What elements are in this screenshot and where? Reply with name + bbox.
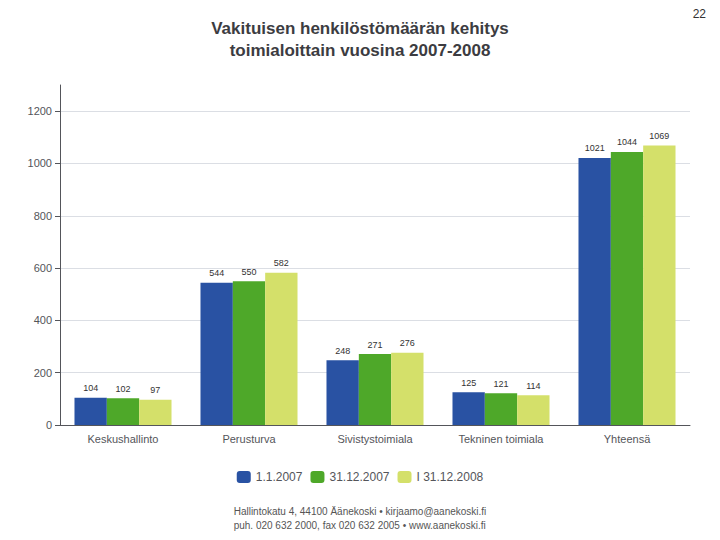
svg-text:582: 582 xyxy=(274,258,289,268)
svg-text:1069: 1069 xyxy=(649,131,669,141)
svg-text:800: 800 xyxy=(34,210,52,222)
svg-text:1021: 1021 xyxy=(585,143,605,153)
svg-text:97: 97 xyxy=(150,385,160,395)
svg-text:125: 125 xyxy=(461,378,476,388)
svg-text:Perusturva: Perusturva xyxy=(222,433,276,445)
svg-text:102: 102 xyxy=(115,384,130,394)
svg-text:400: 400 xyxy=(34,314,52,326)
svg-text:114: 114 xyxy=(526,381,540,391)
svg-text:toimialoittain vuosina 2007-20: toimialoittain vuosina 2007-2008 xyxy=(230,41,491,60)
svg-text:544: 544 xyxy=(209,268,224,278)
svg-text:1000: 1000 xyxy=(28,157,52,169)
svg-text:1200: 1200 xyxy=(28,105,52,117)
svg-text:276: 276 xyxy=(400,338,415,348)
svg-text:248: 248 xyxy=(335,346,350,356)
svg-text:31.12.2007: 31.12.2007 xyxy=(329,470,389,484)
svg-text:Hallintokatu 4, 44100 Äänekosk: Hallintokatu 4, 44100 Äänekoski • kirjaa… xyxy=(234,506,487,517)
svg-text:1044: 1044 xyxy=(617,137,637,147)
svg-text:Keskushallinto: Keskushallinto xyxy=(88,433,159,445)
svg-text:121: 121 xyxy=(493,379,508,389)
svg-text:1.1.2007: 1.1.2007 xyxy=(256,470,303,484)
svg-text:271: 271 xyxy=(367,340,382,350)
svg-text:puh. 020 632 2000, fax 020 632: puh. 020 632 2000, fax 020 632 2005 • ww… xyxy=(234,520,486,531)
svg-text:Yhteensä: Yhteensä xyxy=(604,433,651,445)
svg-text:0: 0 xyxy=(46,419,52,431)
svg-text:600: 600 xyxy=(34,262,52,274)
svg-text:550: 550 xyxy=(241,267,256,277)
svg-text:22: 22 xyxy=(693,7,707,21)
svg-text:I 31.12.2008: I 31.12.2008 xyxy=(417,470,484,484)
svg-text:Sivistystoimiala: Sivistystoimiala xyxy=(337,433,413,445)
svg-text:200: 200 xyxy=(34,367,52,379)
svg-text:Tekninen toimiala: Tekninen toimiala xyxy=(459,433,545,445)
svg-text:104: 104 xyxy=(83,383,98,393)
svg-text:Vakituisen henkilöstömäärän ke: Vakituisen henkilöstömäärän kehitys xyxy=(211,19,509,38)
